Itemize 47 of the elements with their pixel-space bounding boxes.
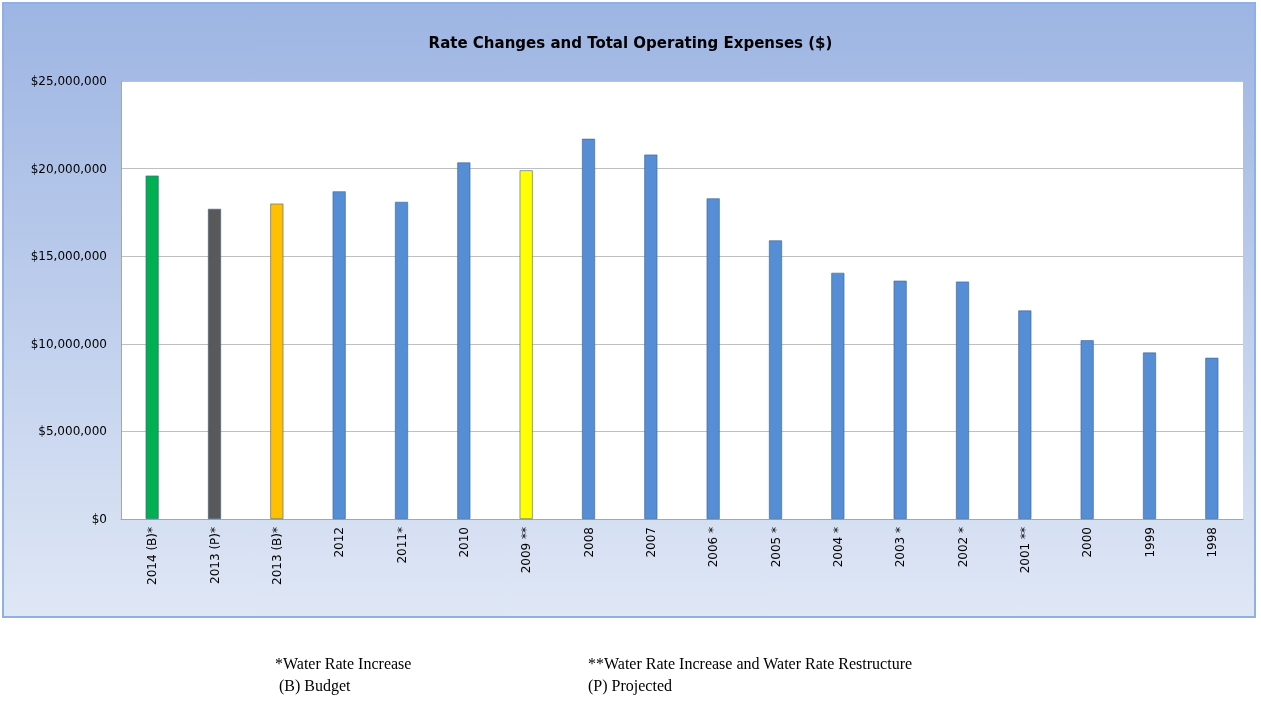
x-tick-label: 2004 *: [830, 527, 845, 568]
x-tick-label: 2011*: [394, 527, 409, 564]
x-tick-label: 2013 (P)*: [207, 527, 222, 584]
bar: [706, 198, 720, 519]
x-tick-label: 2002 *: [955, 527, 970, 568]
x-tick-label: 2006 *: [706, 527, 721, 568]
text: (P) Projected: [588, 677, 672, 695]
bar: [644, 154, 658, 519]
bar: [831, 272, 845, 519]
x-tick-label: 2013 (B)*: [269, 527, 284, 585]
bar: [457, 162, 471, 519]
x-tick-label: 2003 *: [893, 527, 908, 568]
bar: [893, 280, 907, 519]
bar: [769, 240, 782, 519]
bar: [1205, 357, 1219, 519]
y-tick-label: $25,000,000: [30, 74, 107, 88]
x-tick-label: 2005 *: [768, 527, 783, 568]
x-tick-label: 1999: [1142, 527, 1157, 558]
text: *Water Rate Increase: [275, 655, 412, 673]
bar: [332, 191, 346, 519]
text: (B) Budget: [278, 677, 351, 695]
bar: [956, 281, 969, 519]
bar: [395, 201, 408, 519]
x-tick-label: 2001 **: [1017, 527, 1032, 574]
x-tick-label: 1998: [1204, 527, 1219, 558]
bar: [519, 170, 533, 519]
y-tick-label: $20,000,000: [30, 161, 107, 176]
y-tick-label: $15,000,000: [30, 249, 107, 264]
text: **Water Rate Increase and Water Rate Restructure: [588, 655, 913, 673]
x-tick-label: 2012: [332, 527, 347, 558]
x-tick-label: 2008: [581, 527, 596, 558]
bar: [1018, 310, 1032, 519]
x-tick-label: 2014 (B)*: [145, 527, 160, 585]
x-tick-label: 2009 **: [519, 527, 534, 574]
x-tick-label: 2007: [643, 527, 658, 558]
bar: [145, 175, 159, 519]
x-tick-label: 2000: [1080, 527, 1095, 558]
bar: [270, 203, 284, 519]
y-tick-label: $5,000,000: [38, 424, 107, 439]
bar: [582, 138, 595, 519]
chart-title: Rate Changes and Total Operating Expenses ($): [428, 33, 833, 52]
bar: [1143, 352, 1156, 519]
y-tick-label: $10,000,000: [30, 336, 107, 351]
bar: [1080, 340, 1094, 519]
x-tick-label: 2010: [456, 527, 471, 558]
y-tick-label: $0: [91, 512, 107, 526]
bar: [208, 208, 221, 519]
